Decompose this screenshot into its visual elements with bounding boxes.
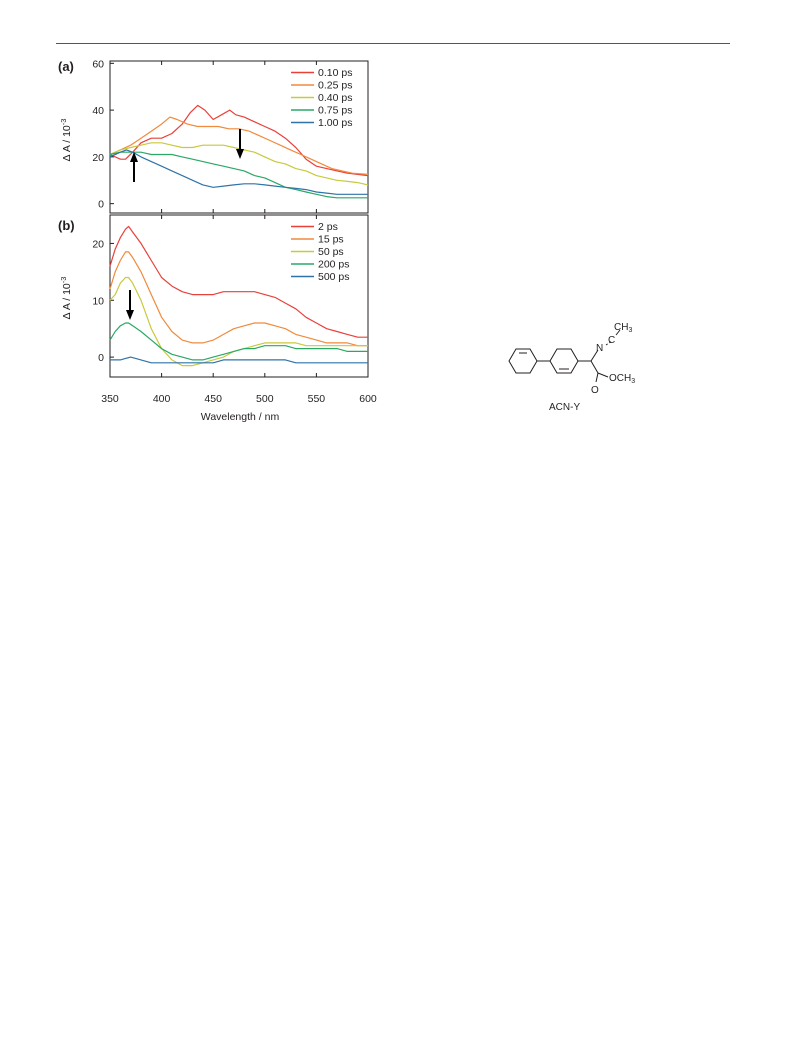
series-line: [109, 151, 368, 199]
y-tick-label: 20: [92, 238, 104, 250]
panel-a-legend: 0.10 ps0.25 ps0.40 ps0.75 ps1.00 ps: [291, 67, 352, 129]
y-tick-label: 60: [92, 58, 104, 70]
y-tick-label: 0: [98, 199, 104, 211]
n-c-bond: [605, 340, 613, 346]
c-n-bond: [590, 349, 599, 362]
c-o-double-bond: [595, 372, 599, 383]
panel-a-arrows: [130, 129, 244, 182]
legend-label: 0.25 ps: [318, 80, 352, 92]
legend-label: 0.40 ps: [318, 92, 352, 104]
panel-a: (a) 0 20 40 60 Δ A / 10-3 0.10 ps0.25 ps0.4…: [58, 58, 369, 214]
panel-a-y-axis-title: Δ A / 10-3: [59, 119, 73, 162]
y-tick-label: 0: [98, 352, 104, 364]
panel-a-frame: [109, 60, 369, 214]
legend-label: 50 ps: [318, 246, 344, 258]
chemical-structure-labels: N C CH3 O OCH3 ACN-Y: [549, 322, 635, 413]
y-tick-label: 20: [92, 152, 104, 164]
c-och3-bond: [597, 372, 609, 378]
panel-b-frame: [109, 214, 369, 378]
legend-label: 1.00 ps: [318, 117, 352, 129]
c-ch3-bond: [615, 329, 621, 336]
arrow-down-head: [236, 149, 244, 159]
y-tick-label: 40: [92, 105, 104, 117]
x-tick-label: 550: [308, 393, 326, 405]
carbon-label: C: [608, 335, 615, 346]
series-line: [109, 104, 369, 177]
panel-a-label: (a): [58, 59, 74, 74]
page-header-rule: [56, 43, 730, 44]
chemical-structure-acn-y: [508, 329, 621, 383]
x-tick-labels: 350 400 450 500 550 600: [101, 393, 377, 405]
ch3-label: CH3: [614, 322, 632, 334]
panel-b-label: (b): [58, 218, 75, 233]
x-axis-title: Wavelength / nm: [201, 411, 280, 423]
x-tick-label: 450: [204, 393, 222, 405]
x-tick-label: 600: [359, 393, 377, 405]
legend-label: 200 ps: [318, 259, 350, 271]
series-line: [109, 149, 368, 195]
series-line: [109, 251, 368, 347]
legend-label: 0.10 ps: [318, 67, 352, 79]
panel-b-x-ticks: [109, 215, 369, 377]
series-line: [109, 322, 368, 361]
molecule-name: ACN-Y: [549, 402, 580, 413]
panel-a-y-ticks: 0 20 40 60: [92, 58, 114, 211]
arrow-up-head: [130, 152, 138, 162]
och3-label: OCH3: [609, 373, 635, 385]
x-tick-label: 350: [101, 393, 119, 405]
legend-label: 2 ps: [318, 221, 338, 233]
c-ester-bond: [590, 360, 599, 374]
series-line: [109, 225, 368, 338]
series-line: [109, 276, 368, 367]
x-tick-label: 400: [153, 393, 171, 405]
series-line: [109, 116, 369, 175]
legend-label: 15 ps: [318, 234, 344, 246]
oxygen-label: O: [591, 385, 599, 396]
legend-label: 0.75 ps: [318, 105, 352, 117]
panel-b-series-lines: [109, 225, 368, 367]
nitrogen-label: N: [596, 343, 603, 354]
panel-b-y-ticks: 0 10 20: [92, 238, 114, 364]
panel-b-arrows: [126, 290, 134, 320]
arrow-down-head: [126, 310, 134, 320]
panel-b-y-axis-title: Δ A / 10-3: [59, 277, 73, 320]
legend-label: 500 ps: [318, 271, 350, 283]
panel-a-x-ticks: [109, 61, 369, 213]
series-line: [110, 356, 368, 364]
x-tick-label: 500: [256, 393, 274, 405]
y-tick-label: 10: [92, 295, 104, 307]
